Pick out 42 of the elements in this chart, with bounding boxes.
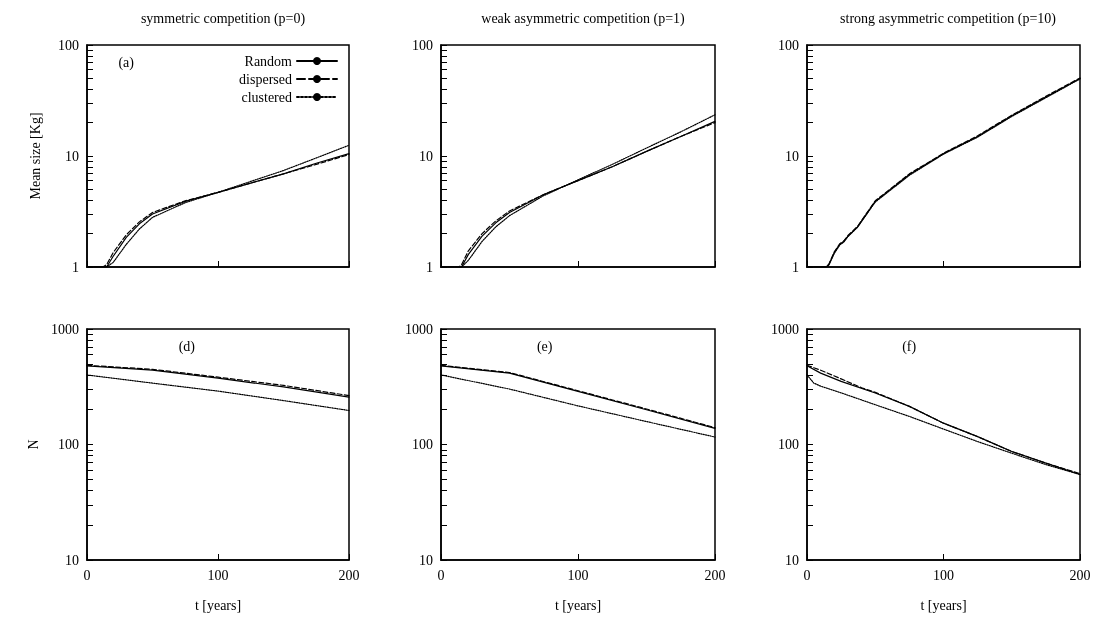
x-tick-label: 100 xyxy=(207,567,229,583)
legend-label: clustered xyxy=(241,89,292,105)
y-tick-label: 10 xyxy=(65,148,79,164)
y-tick-label: 1000 xyxy=(771,321,799,337)
chart-title: symmetric competition (p=0) xyxy=(140,10,306,27)
y-tick-label: 100 xyxy=(778,437,799,452)
x-tick-label: 100 xyxy=(933,567,954,583)
x-tick-label: 0 xyxy=(803,567,811,583)
y-tick-label: 10 xyxy=(785,552,799,568)
y-tick-label: 10 xyxy=(65,552,79,568)
legend-label: Random xyxy=(244,53,293,69)
legend-label: dispersed xyxy=(239,71,292,87)
y-tick-label: 10 xyxy=(419,148,433,164)
x-tick-label: 0 xyxy=(83,567,91,583)
y-tick-label: 1 xyxy=(426,259,433,275)
y-tick-label: 1000 xyxy=(51,321,79,337)
x-axis-title: t [years] xyxy=(554,597,602,613)
y-axis-title: Mean size [Kg] xyxy=(27,112,43,200)
chart-title: strong asymmetric competition (p=10) xyxy=(840,10,1057,27)
x-tick-label: 200 xyxy=(1069,567,1091,583)
y-tick-label: 1 xyxy=(72,259,79,275)
x-tick-label: 200 xyxy=(338,567,360,583)
x-axis-title: t [years] xyxy=(194,597,242,613)
annotation: (d) xyxy=(178,338,196,355)
x-axis-title: t [years] xyxy=(920,597,967,613)
y-tick-label: 10 xyxy=(419,552,433,568)
x-tick-label: 200 xyxy=(704,567,726,583)
y-axis-title: N xyxy=(25,439,41,450)
annotation: (e) xyxy=(536,338,553,355)
y-tick-label: 100 xyxy=(412,437,433,452)
x-tick-label: 0 xyxy=(437,567,445,583)
annotation: (f) xyxy=(902,338,917,355)
y-tick-label: 100 xyxy=(58,37,79,53)
y-tick-label: 100 xyxy=(58,437,79,452)
y-tick-label: 100 xyxy=(778,37,799,53)
chart-title: weak asymmetric competition (p=1) xyxy=(481,10,686,27)
y-tick-label: 1 xyxy=(792,259,799,275)
annotation: (a) xyxy=(118,54,135,71)
y-tick-label: 100 xyxy=(412,37,433,53)
y-tick-label: 1000 xyxy=(405,321,433,337)
y-tick-label: 10 xyxy=(785,148,799,164)
x-tick-label: 100 xyxy=(567,567,589,583)
